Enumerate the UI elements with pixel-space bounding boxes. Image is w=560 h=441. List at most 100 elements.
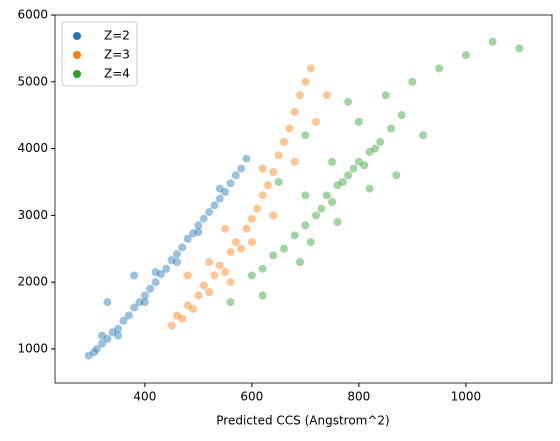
point: [397, 111, 406, 120]
x-axis-label: Predicted CCS (Angstrom^2): [216, 414, 389, 428]
point: [172, 258, 181, 267]
point: [263, 181, 272, 190]
point: [178, 243, 187, 252]
y-tick-label: 2000: [17, 275, 48, 289]
point: [365, 147, 374, 156]
point: [435, 64, 444, 73]
point: [151, 278, 160, 287]
point: [296, 91, 305, 100]
point: [290, 107, 299, 116]
point: [312, 117, 321, 126]
point: [221, 187, 230, 196]
point: [167, 321, 176, 330]
point: [98, 339, 107, 348]
point: [290, 157, 299, 166]
point: [167, 256, 176, 265]
x-tick-label: 400: [133, 390, 156, 404]
point: [221, 268, 230, 277]
point: [215, 194, 224, 203]
point: [242, 224, 251, 233]
point: [253, 204, 262, 213]
point: [247, 271, 256, 280]
point: [333, 218, 342, 227]
point: [199, 281, 208, 290]
point: [338, 177, 347, 186]
point: [349, 164, 358, 173]
point: [103, 298, 112, 307]
point: [301, 131, 310, 140]
point: [306, 238, 315, 247]
point: [419, 131, 428, 140]
point: [392, 171, 401, 180]
point: [140, 291, 149, 300]
point: [274, 151, 283, 160]
point: [205, 208, 214, 217]
point: [221, 224, 230, 233]
point: [269, 211, 278, 220]
point: [301, 191, 310, 200]
point: [247, 214, 256, 223]
point: [108, 328, 117, 337]
point: [354, 117, 363, 126]
point: [156, 270, 165, 279]
point: [199, 214, 208, 223]
y-tick-label: 1000: [17, 341, 48, 355]
point: [151, 268, 160, 277]
point: [98, 331, 107, 340]
point: [92, 344, 101, 353]
point: [114, 331, 123, 340]
point: [226, 278, 235, 287]
point: [172, 250, 181, 259]
x-tick-label: 1000: [451, 390, 482, 404]
point: [215, 184, 224, 193]
legend-marker: [73, 70, 81, 78]
point: [386, 124, 395, 133]
point: [279, 244, 288, 253]
point: [301, 221, 310, 230]
x-tick-label: 800: [347, 390, 370, 404]
point: [183, 271, 192, 280]
point: [408, 77, 417, 86]
point: [515, 44, 524, 53]
legend-box: [61, 21, 138, 87]
point: [194, 221, 203, 230]
legend-label: Z=3: [104, 48, 130, 62]
point: [84, 351, 93, 360]
point: [237, 164, 246, 173]
point: [344, 97, 353, 106]
point: [205, 258, 214, 267]
point: [370, 144, 379, 153]
point: [258, 264, 267, 273]
point: [333, 181, 342, 190]
legend-label: Z=4: [104, 67, 130, 81]
point: [354, 157, 363, 166]
y-tick-label: 5000: [17, 74, 48, 88]
point: [194, 291, 203, 300]
point: [328, 198, 337, 207]
point: [205, 288, 214, 297]
point: [360, 161, 369, 170]
y-tick-label: 3000: [17, 208, 48, 222]
point: [285, 124, 294, 133]
point: [90, 348, 99, 357]
point: [178, 314, 187, 323]
point: [365, 184, 374, 193]
point: [103, 334, 112, 343]
point: [231, 171, 240, 180]
point: [247, 238, 256, 247]
legend-marker: [73, 51, 81, 59]
point: [488, 37, 497, 46]
point: [231, 238, 240, 247]
y-tick-label: 6000: [17, 8, 48, 22]
point: [258, 291, 267, 300]
x-tick-label: 600: [240, 390, 263, 404]
point: [119, 316, 128, 325]
point: [274, 177, 283, 186]
point: [183, 301, 192, 310]
point: [237, 244, 246, 253]
point: [146, 284, 155, 293]
point: [130, 271, 139, 280]
point: [189, 304, 198, 313]
point: [381, 91, 390, 100]
point: [322, 191, 331, 200]
